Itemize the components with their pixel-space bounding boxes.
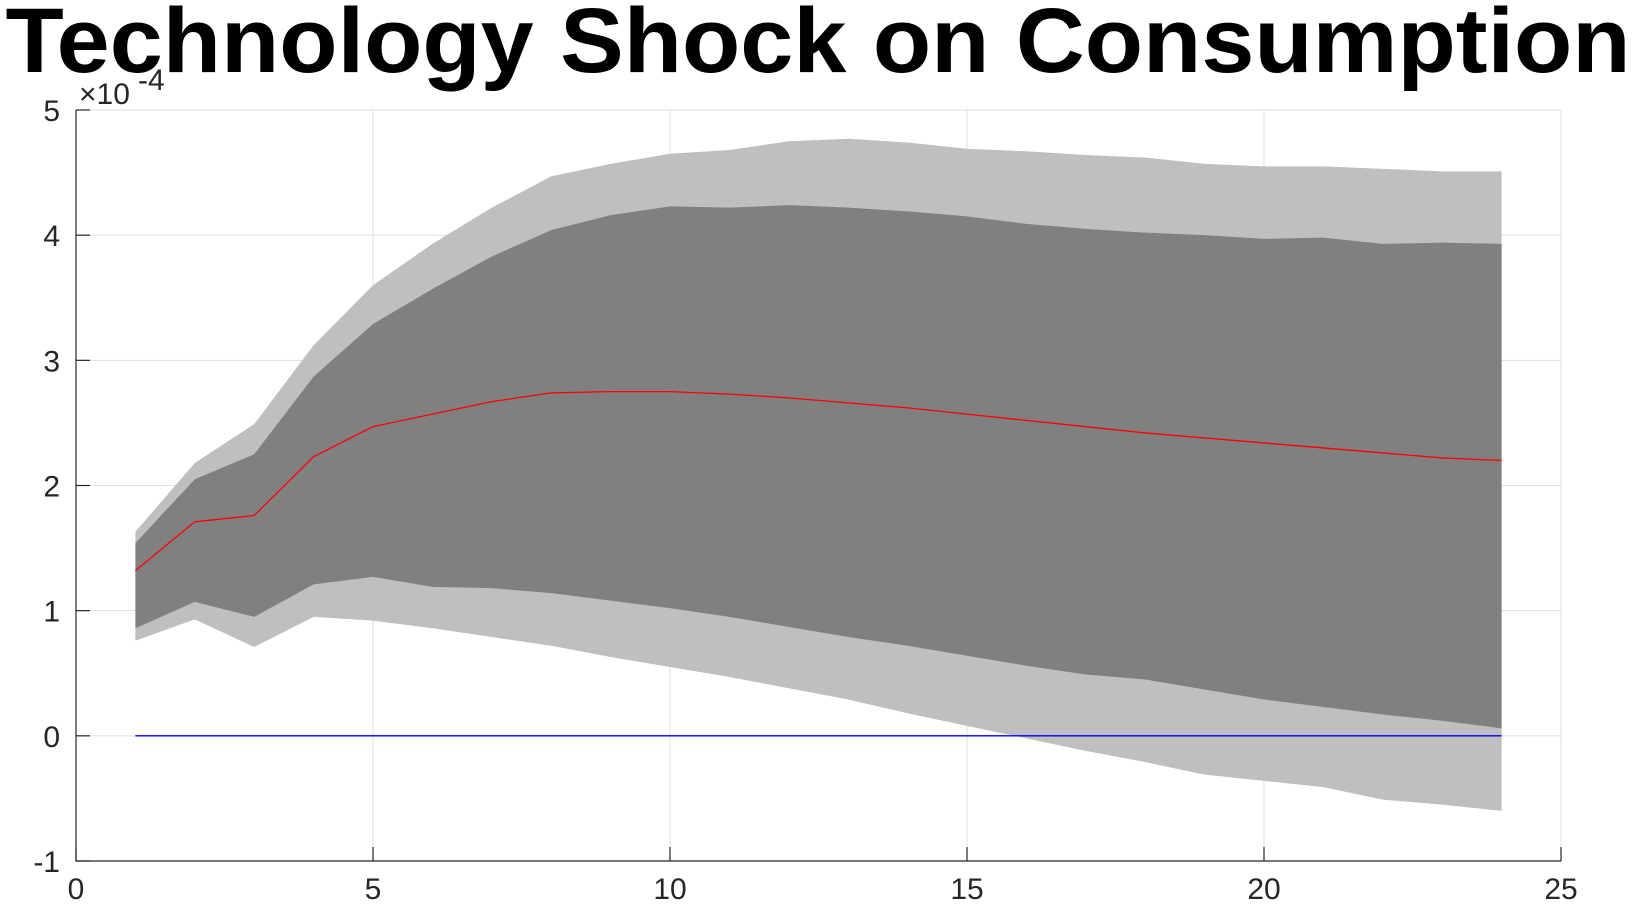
y-tick-label-4: 4	[43, 220, 60, 253]
x-tick-label-5: 5	[365, 873, 382, 906]
y-tick-label-1: 1	[43, 596, 60, 629]
y-exponent-power: -4	[138, 64, 165, 97]
x-tick-label-0: 0	[68, 873, 85, 906]
x-tick-label-10: 10	[653, 873, 686, 906]
chart-title: Technology Shock on Consumption	[6, 0, 1631, 92]
x-tick-label-25: 25	[1544, 873, 1577, 906]
axes	[75, 109, 1562, 862]
median-line	[134, 390, 1502, 572]
y-tick-labels: -1 0 1 2 3 4 5	[33, 95, 60, 879]
x-tick-label-15: 15	[950, 873, 983, 906]
y-tick-label-5: 5	[43, 95, 60, 128]
y-tick-label-0: 0	[43, 721, 60, 754]
x-tick-labels: 0 5 10 15 20 25	[68, 873, 1578, 906]
y-tick-label-3: 3	[43, 345, 60, 378]
y-exponent-base: ×10	[79, 78, 130, 111]
series-lines	[134, 390, 1502, 737]
y-tick-label-2: 2	[43, 471, 60, 504]
inner-band	[135, 205, 1502, 729]
x-tick-label-20: 20	[1247, 873, 1280, 906]
confidence-bands	[135, 138, 1502, 811]
y-tick-label--1: -1	[33, 846, 60, 879]
y-exponent: ×10 -4	[79, 64, 165, 111]
